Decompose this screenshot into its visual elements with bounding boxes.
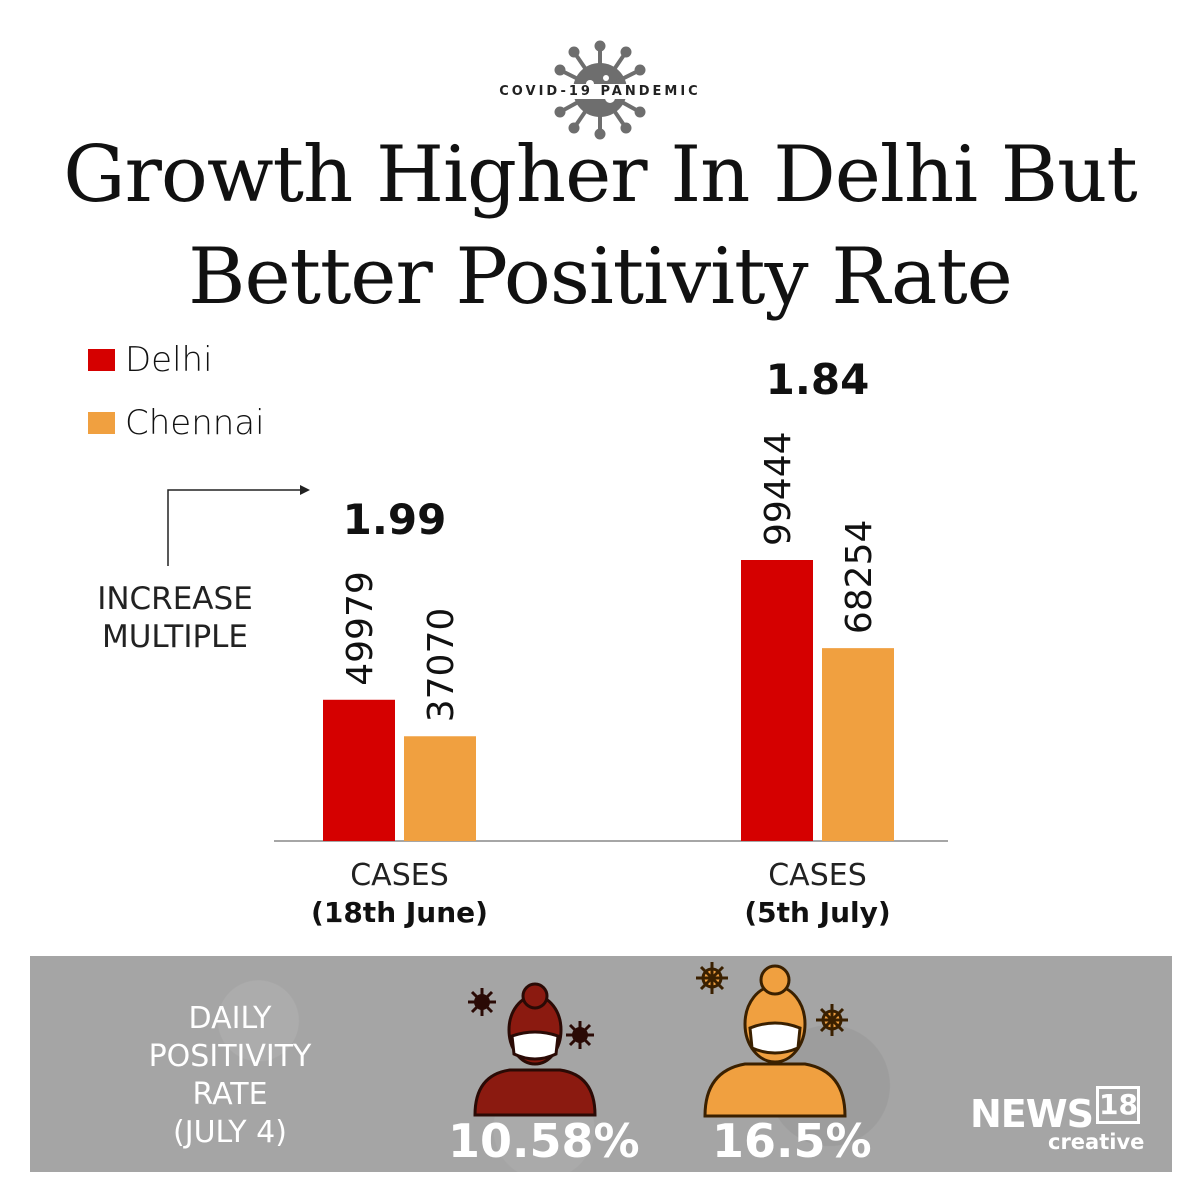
legend-label-chennai: Chennai: [125, 403, 265, 443]
chart-title-line-2: Better Positivity Rate: [188, 232, 1013, 322]
chart-title-line-1: Growth Higher In Delhi But: [63, 130, 1137, 220]
bar-chennai: [822, 648, 894, 841]
header-kicker: COVID-19 PANDEMIC: [0, 84, 1200, 99]
data-label: 49979: [340, 571, 381, 686]
virus-icon: [554, 40, 646, 140]
legend-item-chennai: Chennai: [88, 403, 265, 443]
bar-chennai: [404, 736, 476, 841]
positivity-title-line: POSITIVITY: [148, 1039, 312, 1074]
chennai-positivity-rate: 16.5%: [712, 1114, 872, 1168]
bar-delhi: [323, 699, 395, 841]
x-tick-sublabel: (5th July): [744, 896, 890, 929]
delhi-positivity-rate: 10.58%: [448, 1114, 640, 1168]
legend-swatch-delhi: [88, 349, 115, 371]
positivity-title-line: RATE: [192, 1077, 268, 1112]
brand-news: NEWS: [970, 1092, 1094, 1136]
data-label: 99444: [758, 431, 799, 546]
increase-multiple-label: 1.99: [343, 495, 447, 544]
x-tick-sublabel: (18th June): [311, 896, 488, 929]
increase-multiple-annotation: INCREASE MULTIPLE: [97, 581, 253, 655]
bar-delhi: [741, 560, 813, 841]
brand-creative: creative: [1048, 1130, 1145, 1154]
positivity-title-line: DAILY: [188, 1001, 272, 1036]
brand-number: 18: [1096, 1086, 1140, 1124]
data-label: 68254: [839, 520, 880, 635]
legend-label-delhi: Delhi: [125, 340, 213, 380]
legend-swatch-chennai: [88, 412, 115, 434]
arrow-head-icon: [300, 485, 310, 495]
annotation-arrow: [167, 489, 302, 566]
x-tick-label: CASES: [768, 858, 867, 893]
data-label: 37070: [421, 608, 462, 723]
x-tick-label: CASES: [350, 858, 449, 893]
positivity-title-line: (JULY 4): [173, 1115, 287, 1150]
positivity-panel: DAILY POSITIVITY RATE (JULY 4): [30, 956, 1172, 1172]
masked-woman-icon: [468, 982, 597, 1117]
increase-multiple-label: 1.84: [766, 355, 870, 404]
masked-woman-icon: [696, 962, 848, 1118]
positivity-title: DAILY POSITIVITY RATE (JULY 4): [130, 1000, 330, 1152]
legend-item-delhi: Delhi: [88, 340, 213, 380]
